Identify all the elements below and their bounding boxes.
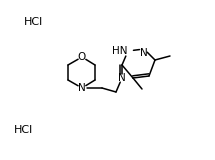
- Text: N: N: [140, 48, 148, 58]
- Text: HCl: HCl: [24, 17, 43, 27]
- Text: O: O: [77, 52, 85, 62]
- Text: HN: HN: [112, 46, 127, 56]
- Text: HCl: HCl: [14, 125, 33, 135]
- Text: N: N: [78, 83, 86, 93]
- Text: N: N: [118, 73, 126, 83]
